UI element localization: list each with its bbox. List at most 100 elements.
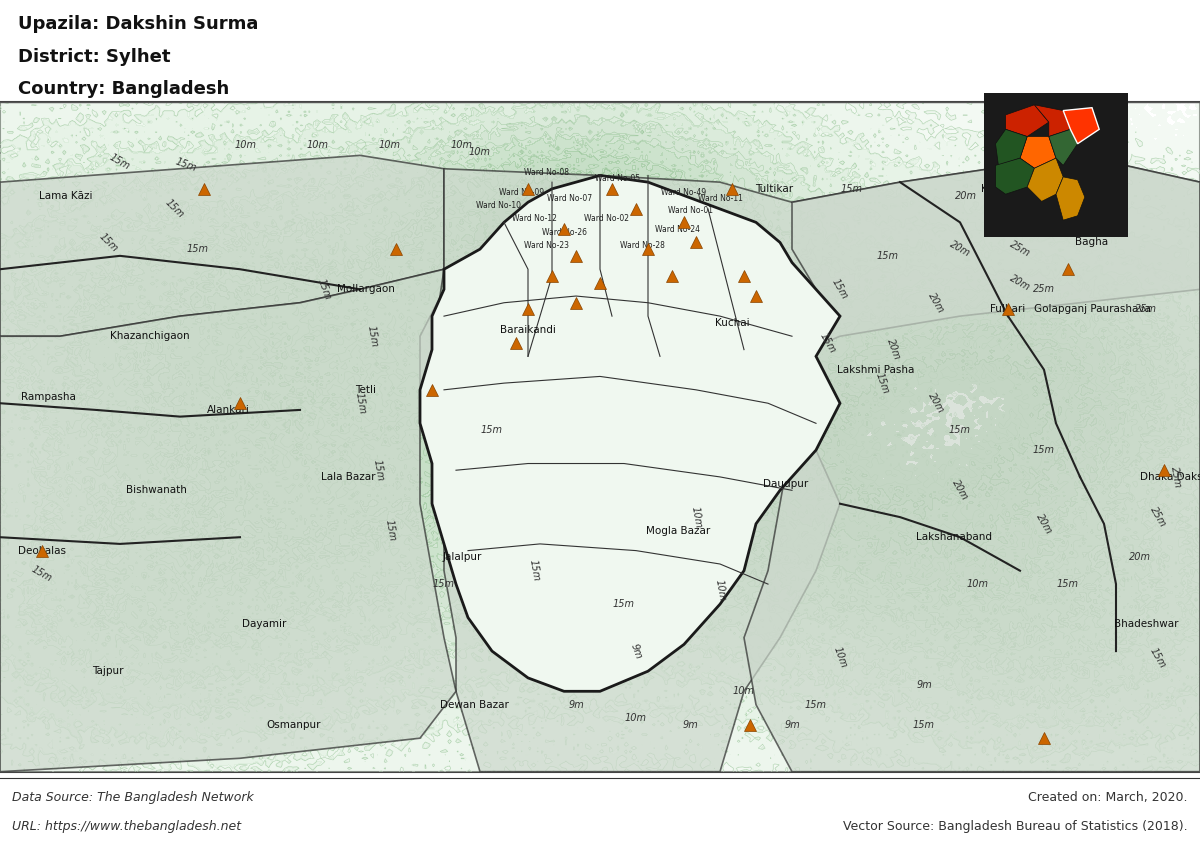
Text: 10m: 10m — [451, 140, 473, 150]
Polygon shape — [1063, 108, 1099, 143]
Text: 9m: 9m — [629, 642, 643, 661]
Text: Rampasha: Rampasha — [20, 392, 76, 401]
Text: 15m: 15m — [805, 700, 827, 710]
Text: Kuchai: Kuchai — [715, 318, 749, 328]
Text: Lakshmi Pasha: Lakshmi Pasha — [838, 365, 914, 375]
Text: 15m: 15m — [163, 198, 185, 220]
Text: 15m: 15m — [433, 579, 455, 589]
Text: Ward No-01: Ward No-01 — [667, 206, 713, 215]
Polygon shape — [1034, 105, 1070, 137]
Text: 25m: 25m — [1148, 505, 1168, 529]
Text: 10m: 10m — [689, 505, 703, 529]
Text: 15m: 15m — [371, 459, 385, 482]
Text: Ward No-28: Ward No-28 — [619, 242, 665, 250]
Text: 10m: 10m — [967, 579, 989, 589]
Text: Tetli: Tetli — [355, 385, 377, 395]
Text: 9m: 9m — [784, 720, 800, 730]
Text: 10m: 10m — [832, 645, 848, 670]
Text: Vector Source: Bangladesh Bureau of Statistics (2018).: Vector Source: Bangladesh Bureau of Stat… — [844, 820, 1188, 833]
Text: Mollargaon: Mollargaon — [337, 284, 395, 294]
Text: 20m: 20m — [926, 391, 946, 416]
Text: Golapganj Paurashava: Golapganj Paurashava — [1033, 304, 1151, 315]
Polygon shape — [1027, 159, 1063, 202]
Text: 20m: 20m — [926, 291, 946, 315]
Text: Ward No-11: Ward No-11 — [697, 194, 743, 204]
Text: Upazila: Dakshin Surma: Upazila: Dakshin Surma — [18, 15, 258, 33]
Text: Deokalas: Deokalas — [18, 545, 66, 555]
Text: 15m: 15m — [481, 425, 503, 435]
Text: Alankari: Alankari — [206, 405, 250, 415]
Text: 15m: 15m — [830, 277, 850, 301]
Text: Data Source: The Bangladesh Network: Data Source: The Bangladesh Network — [12, 790, 253, 804]
Text: 15m: 15m — [1033, 445, 1055, 455]
Text: Ward No-10: Ward No-10 — [475, 201, 521, 210]
Polygon shape — [420, 155, 1200, 772]
Text: Dayamir: Dayamir — [242, 619, 286, 629]
Text: 20m: 20m — [1008, 273, 1032, 293]
Polygon shape — [1006, 105, 1049, 137]
Text: Osmanpur: Osmanpur — [266, 720, 322, 730]
Text: Lala Bazar: Lala Bazar — [320, 472, 376, 482]
Text: Tajpur: Tajpur — [92, 667, 124, 676]
Text: 15m: 15m — [316, 277, 332, 301]
Text: 20m: 20m — [991, 214, 1013, 224]
Text: 15m: 15m — [841, 184, 863, 194]
Text: Khazanchigaon: Khazanchigaon — [110, 332, 190, 341]
Text: 15m: 15m — [913, 720, 935, 730]
Text: Ward No-12: Ward No-12 — [511, 215, 557, 224]
Text: 10m: 10m — [625, 713, 647, 723]
Text: 15m: 15m — [1148, 646, 1168, 670]
Polygon shape — [1063, 108, 1099, 143]
Text: Ward No-49: Ward No-49 — [661, 187, 707, 197]
Text: Fulbari: Fulbari — [990, 304, 1026, 315]
Polygon shape — [0, 155, 444, 336]
Polygon shape — [0, 270, 456, 772]
Text: Bhadeshwar: Bhadeshwar — [1114, 619, 1178, 629]
Text: 15m: 15m — [353, 392, 367, 415]
Text: Ward No-05: Ward No-05 — [595, 175, 641, 183]
Text: Country: Bangladesh: Country: Bangladesh — [18, 81, 229, 98]
Text: Ward No-24: Ward No-24 — [655, 225, 701, 233]
Text: 9m: 9m — [916, 679, 932, 689]
Text: District: Sylhet: District: Sylhet — [18, 47, 170, 66]
Text: 20m: 20m — [948, 239, 972, 259]
Text: Bagha: Bagha — [1075, 237, 1109, 248]
Text: 15m: 15m — [174, 157, 198, 174]
Text: 10m: 10m — [469, 147, 491, 157]
Text: Ward No-07: Ward No-07 — [547, 194, 593, 204]
Text: 20m: 20m — [886, 338, 902, 362]
Text: 10m: 10m — [307, 140, 329, 150]
Text: 9m: 9m — [682, 720, 698, 730]
Text: 25m: 25m — [1008, 239, 1032, 259]
Text: 15m: 15m — [187, 244, 209, 254]
Text: 15m: 15m — [108, 153, 132, 172]
Text: Created on: March, 2020.: Created on: March, 2020. — [1028, 790, 1188, 804]
Polygon shape — [420, 176, 840, 691]
Text: 10m: 10m — [235, 140, 257, 150]
Text: 20m: 20m — [1129, 552, 1151, 562]
Text: 15m: 15m — [30, 564, 54, 584]
Polygon shape — [996, 129, 1027, 165]
Text: 15m: 15m — [949, 425, 971, 435]
Text: 15m: 15m — [1057, 579, 1079, 589]
Text: Daudpur: Daudpur — [763, 478, 809, 488]
Text: Dhaka Dakshi: Dhaka Dakshi — [1140, 472, 1200, 482]
Text: 10m: 10m — [713, 579, 727, 602]
Text: 15m: 15m — [613, 600, 635, 609]
Polygon shape — [1056, 177, 1085, 220]
Text: Baraikandi: Baraikandi — [500, 325, 556, 334]
Text: 20m: 20m — [955, 191, 977, 200]
Text: Dewan Bazar: Dewan Bazar — [439, 700, 509, 710]
Text: Lama Kāzi: Lama Kāzi — [40, 191, 92, 200]
Text: 20m: 20m — [1034, 512, 1054, 536]
Polygon shape — [1020, 137, 1056, 168]
Text: Lakshanaband: Lakshanaband — [916, 533, 992, 542]
Text: 20m: 20m — [950, 478, 970, 502]
Text: 9m: 9m — [568, 700, 584, 710]
Text: Ward No-26: Ward No-26 — [541, 228, 587, 237]
Polygon shape — [1049, 129, 1078, 165]
Text: 15m: 15m — [383, 519, 397, 542]
Text: Ward No-09: Ward No-09 — [499, 187, 545, 197]
Text: 15m: 15m — [877, 251, 899, 261]
Text: Ward No-23: Ward No-23 — [523, 242, 569, 250]
